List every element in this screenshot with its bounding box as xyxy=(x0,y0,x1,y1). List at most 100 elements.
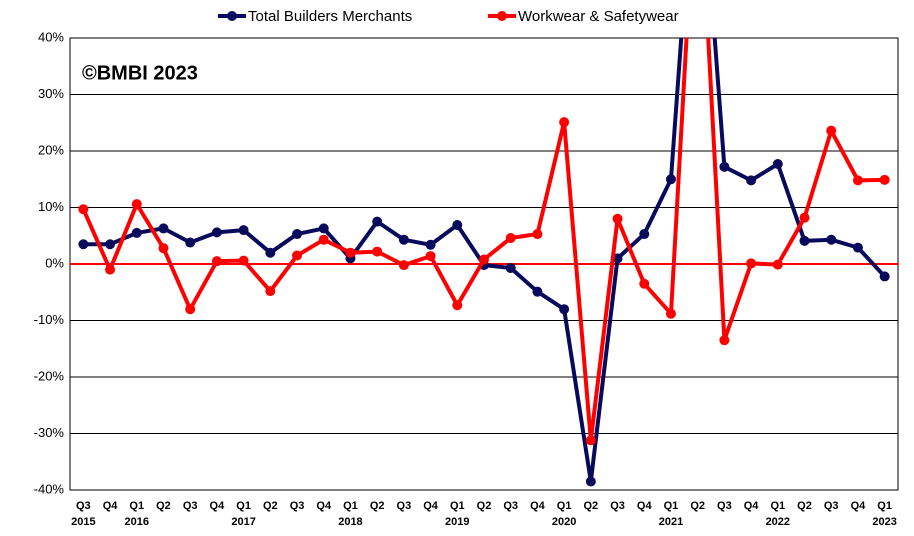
x-tick-label: Q3 xyxy=(503,500,518,512)
point xyxy=(238,255,249,266)
x-tick-label: Q3 xyxy=(397,500,412,512)
x-tick-label: Q1 xyxy=(236,500,251,512)
x-tick-label: Q3 xyxy=(824,500,839,512)
x-tick-label: Q2 xyxy=(797,500,812,512)
point xyxy=(799,235,810,246)
point xyxy=(398,234,409,245)
legend-label: Workwear & Safetywear xyxy=(518,8,679,25)
point xyxy=(746,175,757,186)
point xyxy=(105,264,116,275)
point xyxy=(559,304,570,315)
x-year-label: 2019 xyxy=(445,516,469,528)
x-tick-label: Q4 xyxy=(530,500,546,512)
point xyxy=(185,237,196,248)
point xyxy=(639,278,650,289)
point xyxy=(398,260,409,271)
legend-label: Total Builders Merchants xyxy=(248,8,412,25)
point xyxy=(719,335,730,346)
legend-marker xyxy=(497,11,507,21)
point xyxy=(452,220,463,231)
point xyxy=(238,225,249,236)
x-tick-label: Q4 xyxy=(210,500,226,512)
point xyxy=(559,117,570,128)
point xyxy=(879,174,890,185)
point xyxy=(612,213,623,224)
point xyxy=(772,259,783,270)
y-tick-label: 10% xyxy=(38,199,64,214)
x-year-label: 2017 xyxy=(231,516,255,528)
x-tick-label: Q2 xyxy=(583,500,598,512)
point xyxy=(826,125,837,136)
point xyxy=(479,254,489,265)
x-year-label: 2018 xyxy=(338,516,362,528)
y-tick-label: 0% xyxy=(45,255,64,270)
point xyxy=(425,239,436,250)
x-year-label: 2020 xyxy=(552,516,576,528)
legend-marker xyxy=(227,11,237,21)
point xyxy=(799,212,810,223)
y-tick-label: 20% xyxy=(38,142,64,157)
point xyxy=(852,242,863,253)
point xyxy=(505,233,516,244)
x-tick-label: Q2 xyxy=(263,500,278,512)
x-tick-label: Q1 xyxy=(664,500,679,512)
point xyxy=(345,247,356,258)
x-year-label: 2016 xyxy=(125,516,149,528)
x-year-label: 2021 xyxy=(659,516,683,528)
point xyxy=(292,229,303,240)
x-tick-label: Q4 xyxy=(316,500,332,512)
x-tick-label: Q1 xyxy=(343,500,358,512)
x-tick-label: Q2 xyxy=(477,500,492,512)
point xyxy=(639,229,650,240)
annotation: ©BMBI 2023 xyxy=(82,62,198,84)
x-tick-label: Q3 xyxy=(183,500,198,512)
x-tick-label: Q4 xyxy=(423,500,439,512)
point xyxy=(532,286,543,297)
x-year-label: 2015 xyxy=(71,516,95,528)
x-tick-label: Q1 xyxy=(770,500,785,512)
y-tick-label: -10% xyxy=(34,312,65,327)
point xyxy=(158,243,169,254)
x-tick-label: Q1 xyxy=(450,500,465,512)
legend-item: Workwear & Safetywear xyxy=(488,8,679,25)
point xyxy=(78,204,89,215)
point xyxy=(105,239,116,250)
point xyxy=(78,239,89,250)
point xyxy=(505,262,516,273)
point xyxy=(185,304,196,315)
x-tick-label: Q2 xyxy=(370,500,385,512)
point xyxy=(265,247,276,258)
x-tick-label: Q2 xyxy=(156,500,171,512)
point xyxy=(318,223,329,234)
point xyxy=(585,476,596,487)
point xyxy=(879,271,890,282)
series-line xyxy=(81,38,885,443)
x-tick-label: Q1 xyxy=(557,500,572,512)
point xyxy=(211,227,222,238)
x-tick-label: Q4 xyxy=(744,500,760,512)
point xyxy=(372,216,383,227)
point xyxy=(772,158,783,169)
x-tick-label: Q4 xyxy=(103,500,119,512)
point xyxy=(425,251,436,262)
point xyxy=(665,174,676,185)
series-line xyxy=(83,38,887,484)
legend-item: Total Builders Merchants xyxy=(218,8,412,25)
point xyxy=(452,300,463,311)
point xyxy=(665,308,676,319)
point xyxy=(826,234,837,245)
x-tick-label: Q3 xyxy=(610,500,625,512)
x-tick-label: Q1 xyxy=(877,500,892,512)
point xyxy=(131,227,142,238)
y-tick-label: -30% xyxy=(34,425,65,440)
y-tick-label: 40% xyxy=(38,29,64,44)
x-tick-label: Q1 xyxy=(129,500,144,512)
x-tick-label: Q3 xyxy=(290,500,305,512)
point xyxy=(585,435,596,446)
y-tick-label: -40% xyxy=(34,481,65,496)
point xyxy=(131,199,142,210)
point xyxy=(158,223,169,234)
point xyxy=(265,286,276,297)
plot-area xyxy=(70,38,898,487)
